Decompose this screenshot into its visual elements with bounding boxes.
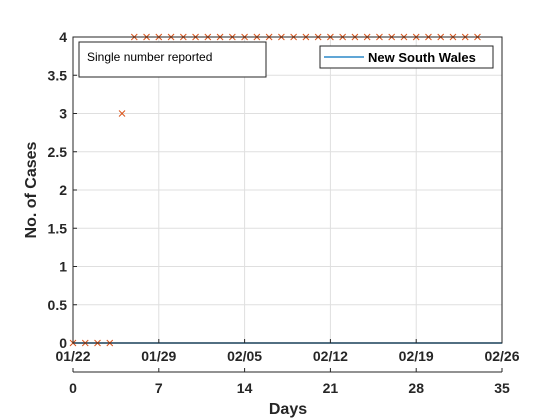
- date-tick-label: 01/22: [55, 348, 90, 364]
- days-axis-ticks: 0 7 14 21 28 35: [69, 368, 510, 396]
- y-tick-label: 2: [59, 182, 67, 198]
- legend-label: New South Wales: [368, 50, 476, 65]
- day-tick-label: 0: [69, 380, 77, 396]
- y-tick-label: 1.5: [48, 220, 68, 236]
- day-tick-label: 14: [237, 380, 253, 396]
- y-axis-ticks: 0 0.5 1 1.5 2 2.5 3 3.5 4: [48, 29, 77, 351]
- x-axis-title: Days: [269, 401, 307, 418]
- data-point-x-marker: [118, 110, 126, 117]
- y-tick-label: 4: [59, 29, 67, 45]
- date-axis-ticks: 01/22 01/29 02/05 02/12 02/19 02/26: [55, 339, 520, 364]
- y-tick-label: 3: [59, 106, 67, 122]
- date-tick-label: 02/05: [227, 348, 262, 364]
- grid: [72, 36, 503, 344]
- annotation-text: Single number reported: [87, 50, 212, 64]
- date-tick-label: 02/12: [313, 348, 348, 364]
- y-tick-label: 2.5: [48, 144, 68, 160]
- date-tick-label: 01/29: [141, 348, 176, 364]
- annotation-box: Single number reported: [78, 41, 267, 78]
- day-tick-label: 35: [494, 380, 510, 396]
- date-tick-label: 02/26: [484, 348, 519, 364]
- day-tick-label: 28: [408, 380, 424, 396]
- day-tick-label: 21: [323, 380, 339, 396]
- y-tick-label: 3.5: [48, 67, 68, 83]
- legend: New South Wales: [319, 45, 494, 69]
- y-tick-label: 0: [59, 335, 67, 351]
- y-tick-label: 1: [59, 259, 67, 275]
- marker-stroke: [118, 110, 126, 117]
- date-tick-label: 02/19: [399, 348, 434, 364]
- y-axis-title: No. of Cases: [23, 141, 40, 238]
- y-tick-label: 0.5: [48, 297, 68, 313]
- day-tick-label: 7: [155, 380, 163, 396]
